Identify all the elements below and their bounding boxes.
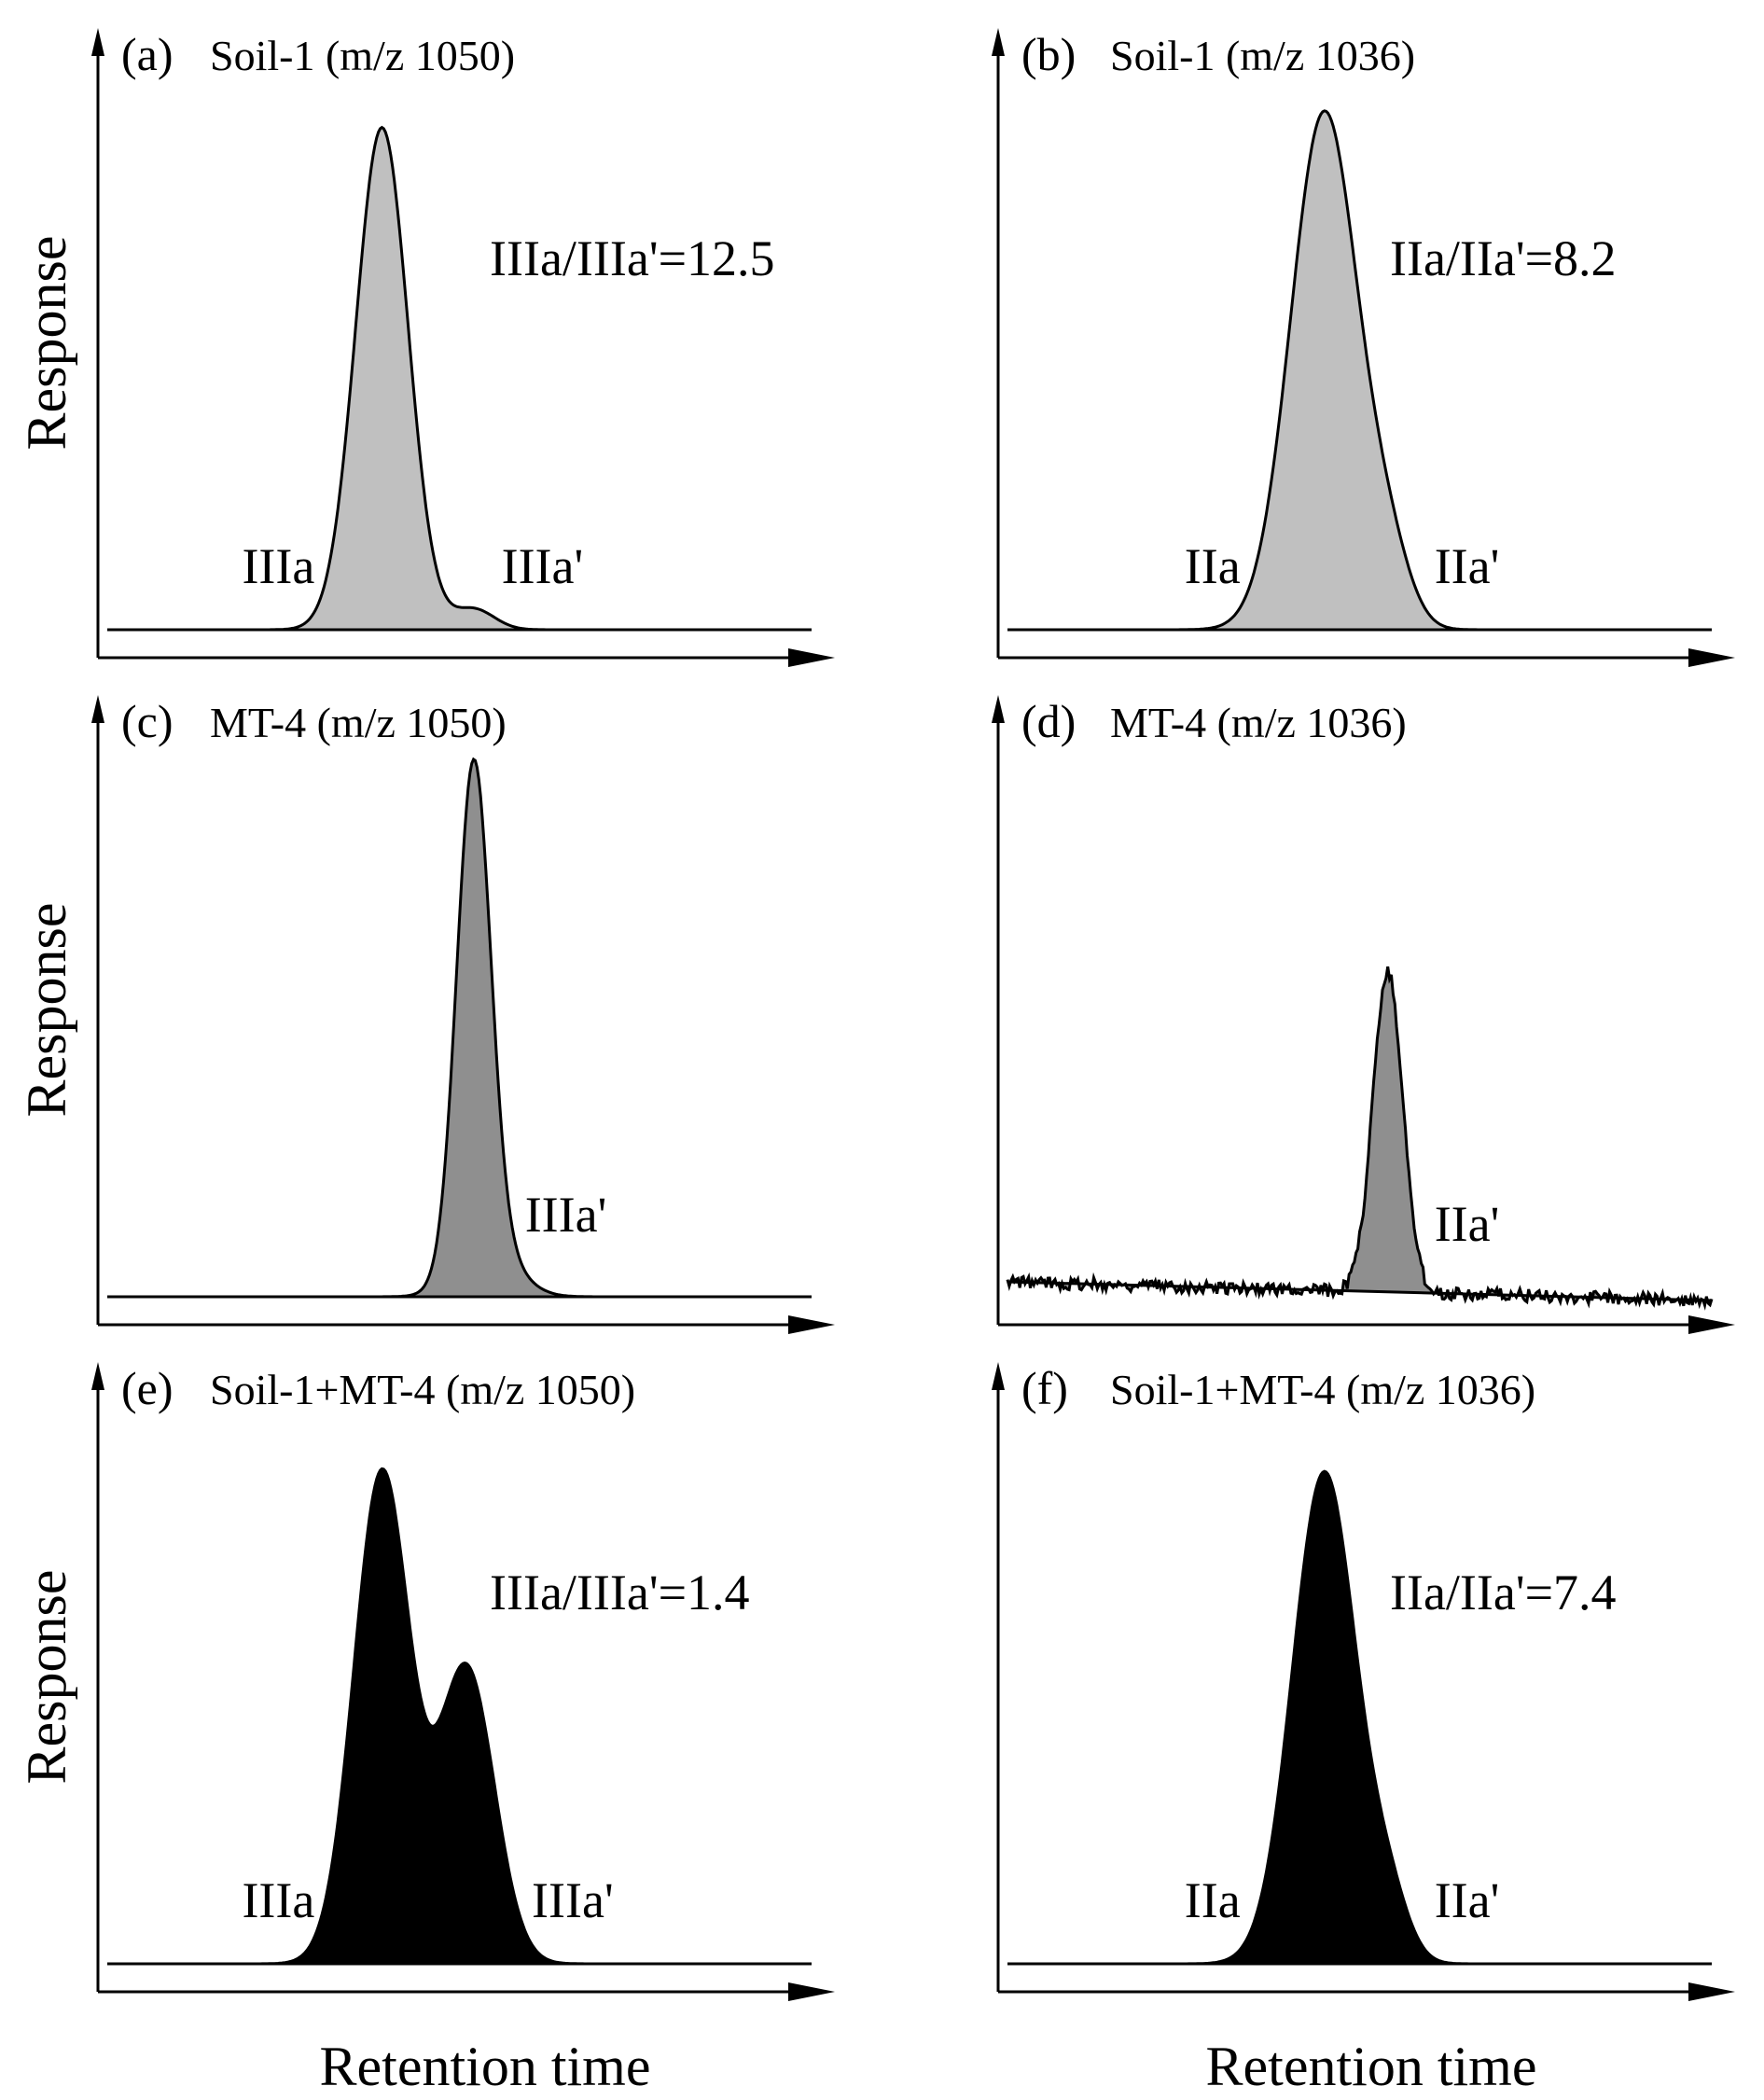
panel-e: (e) Soil-1+MT-4 (m/z 1050) IIIa/IIIa'=1.4 I… xyxy=(16,1362,835,2001)
x-axis-arrow xyxy=(788,1982,835,2001)
panel-letter: (b) xyxy=(1021,28,1076,80)
x-axis-title-right: Retention time xyxy=(1206,2036,1537,2097)
x-axis-title-left: Retention time xyxy=(320,2036,651,2097)
peak-area-fill xyxy=(107,758,812,1297)
baseline xyxy=(1007,1280,1713,1302)
panel-title: MT-4 (m/z 1050) xyxy=(210,699,507,746)
ratio-label: IIIa/IIIa'=12.5 xyxy=(490,230,775,286)
peak-area-fill xyxy=(1007,967,1712,1306)
peak-label: IIa' xyxy=(1435,1872,1500,1928)
x-axis-arrow xyxy=(788,1315,835,1334)
peak-label: IIa xyxy=(1185,1872,1241,1928)
panel-a: (a) Soil-1 (m/z 1050) IIIa/IIIa'=12.5 IIIa I… xyxy=(16,28,835,667)
panel-title: MT-4 (m/z 1036) xyxy=(1110,699,1407,746)
ratio-label: IIa/IIa'=7.4 xyxy=(1390,1565,1617,1620)
peak-label: IIIa' xyxy=(525,1187,607,1243)
panel-title: Soil-1 (m/z 1050) xyxy=(210,32,515,79)
y-axis-arrow xyxy=(992,695,1005,723)
peak-label: IIa xyxy=(1185,538,1241,594)
panel-f: (f) Soil-1+MT-4 (m/z 1036) IIa/IIa'=7.4 IIa… xyxy=(992,1362,1735,2001)
ratio-label: IIa/IIa'=8.2 xyxy=(1390,230,1617,286)
peak-label: IIa' xyxy=(1435,1196,1500,1252)
panel-b: (b) Soil-1 (m/z 1036) IIa/IIa'=8.2 IIa IIa' xyxy=(992,28,1735,667)
y-axis-arrow xyxy=(91,28,104,56)
ratio-label: IIIa/IIIa'=1.4 xyxy=(490,1565,750,1620)
peak-area-fill xyxy=(1007,1471,1712,1964)
peak-label: IIIa xyxy=(242,538,314,594)
peak-area-fill xyxy=(1007,110,1712,631)
y-axis-title: Response xyxy=(16,236,77,451)
panel-letter: (c) xyxy=(121,695,174,747)
peak-label: IIIa' xyxy=(532,1872,614,1928)
x-axis-arrow xyxy=(788,648,835,667)
y-axis-title: Response xyxy=(16,903,77,1118)
panel-letter: (e) xyxy=(121,1362,174,1414)
x-axis-arrow xyxy=(1688,648,1735,667)
x-axis-arrow xyxy=(1688,1315,1735,1334)
peak-label: IIa' xyxy=(1435,538,1500,594)
y-axis-arrow xyxy=(91,695,104,723)
peak-label: IIIa xyxy=(242,1872,314,1928)
panel-c: (c) MT-4 (m/z 1050) IIIa' Response xyxy=(16,695,835,1334)
panel-d: (d) MT-4 (m/z 1036) IIa' xyxy=(992,695,1735,1334)
chromatogram-trace xyxy=(107,125,812,632)
peak-label: IIIa' xyxy=(502,538,584,594)
panel-title: Soil-1 (m/z 1036) xyxy=(1110,32,1415,79)
peak-area-fill xyxy=(107,1468,812,1964)
x-axis-arrow xyxy=(1688,1982,1735,2001)
panel-title: Soil-1+MT-4 (m/z 1050) xyxy=(210,1366,635,1413)
y-axis-arrow xyxy=(91,1362,104,1390)
panel-title: Soil-1+MT-4 (m/z 1036) xyxy=(1110,1366,1535,1413)
peak-area-fill xyxy=(107,127,812,631)
y-axis-title: Response xyxy=(16,1570,77,1785)
panel-letter: (a) xyxy=(121,28,174,80)
y-axis-arrow xyxy=(992,1362,1005,1390)
y-axis-arrow xyxy=(992,28,1005,56)
panel-letter: (f) xyxy=(1021,1362,1068,1414)
panel-letter: (d) xyxy=(1021,695,1076,747)
